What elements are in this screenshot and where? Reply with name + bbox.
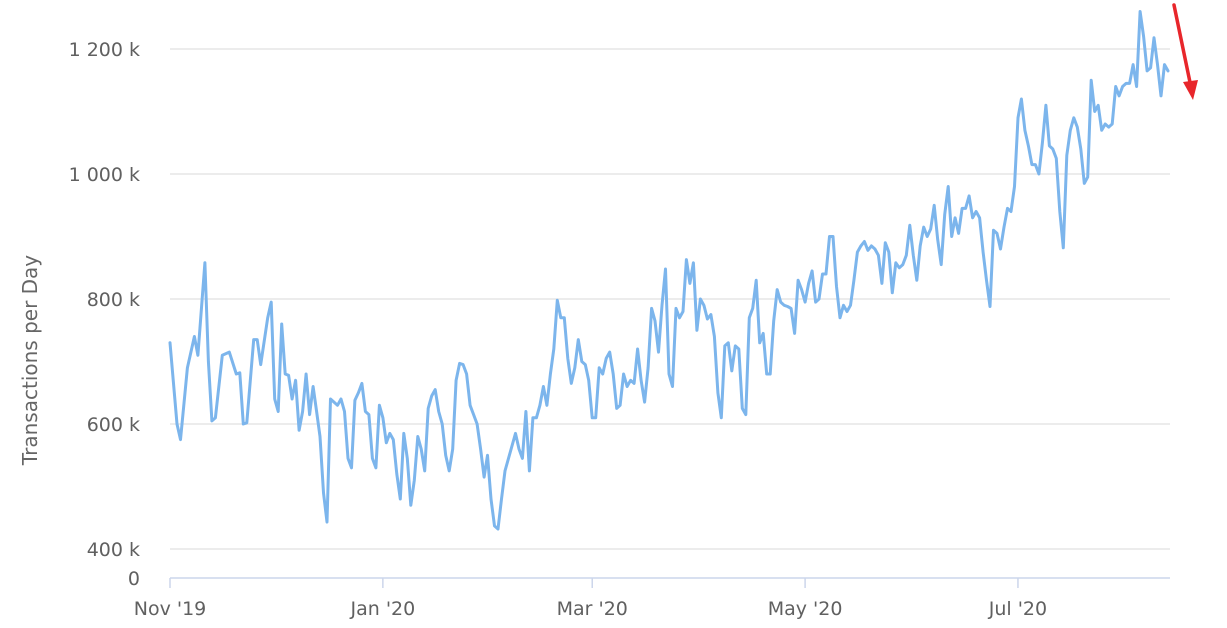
x-tick-label: May '20 [768,598,843,620]
y-axis-title: Transactions per Day [18,255,42,466]
y-tick-label: 600 k [87,414,140,436]
x-tick-label: Jan '20 [349,598,415,620]
y-tick-labels: 0 400 k 600 k 800 k 1 000 k 1 200 k [69,39,140,590]
annotation-arrow [1174,5,1198,100]
x-tick-label: Mar '20 [557,598,628,620]
y-tick-label: 1 200 k [69,39,140,61]
y-tick-label: 800 k [87,289,140,311]
grid-lines [170,49,1170,549]
y-tick-label: 0 [128,568,140,590]
x-axis: Nov '19 Jan '20 Mar '20 May '20 Jul '20 [134,578,1170,620]
arrow-head-icon [1183,80,1198,100]
arrow-shaft [1174,5,1192,92]
series-layer [170,12,1168,530]
series-line [170,12,1168,530]
y-tick-label: 400 k [87,539,140,561]
x-tick-label: Nov '19 [134,598,207,620]
x-tick-label: Jul '20 [988,598,1047,620]
y-tick-label: 1 000 k [69,164,140,186]
